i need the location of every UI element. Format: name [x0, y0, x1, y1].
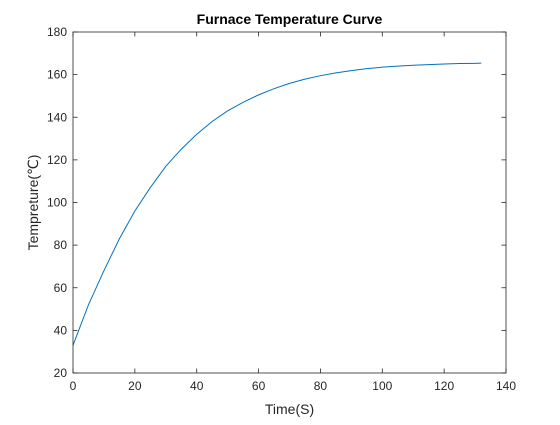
x-tick-label: 120 [434, 379, 454, 393]
x-axis-label: Time(S) [265, 401, 314, 417]
y-axis-label: Tempreture(℃) [25, 155, 41, 251]
y-tick-label: 140 [47, 110, 67, 124]
y-tick-label: 60 [54, 281, 68, 295]
y-tick-label: 120 [47, 153, 67, 167]
x-tick-label: 0 [70, 379, 77, 393]
y-tick-label: 80 [54, 238, 68, 252]
series-line-0 [72, 62, 482, 346]
x-tick-label: 20 [128, 379, 142, 393]
y-tick-label: 40 [54, 323, 68, 337]
x-tick-label: 80 [314, 379, 328, 393]
x-tick-label: 140 [496, 379, 516, 393]
y-tick-label: 100 [47, 196, 67, 210]
x-tick-label: 40 [190, 379, 204, 393]
y-tick-label: 20 [54, 366, 68, 380]
x-tick-label: 100 [372, 379, 392, 393]
x-tick-label: 60 [252, 379, 266, 393]
chart-title: Furnace Temperature Curve [197, 11, 383, 27]
plot-area [73, 32, 506, 373]
y-tick-label: 160 [47, 68, 67, 82]
y-tick-label: 180 [47, 25, 67, 39]
